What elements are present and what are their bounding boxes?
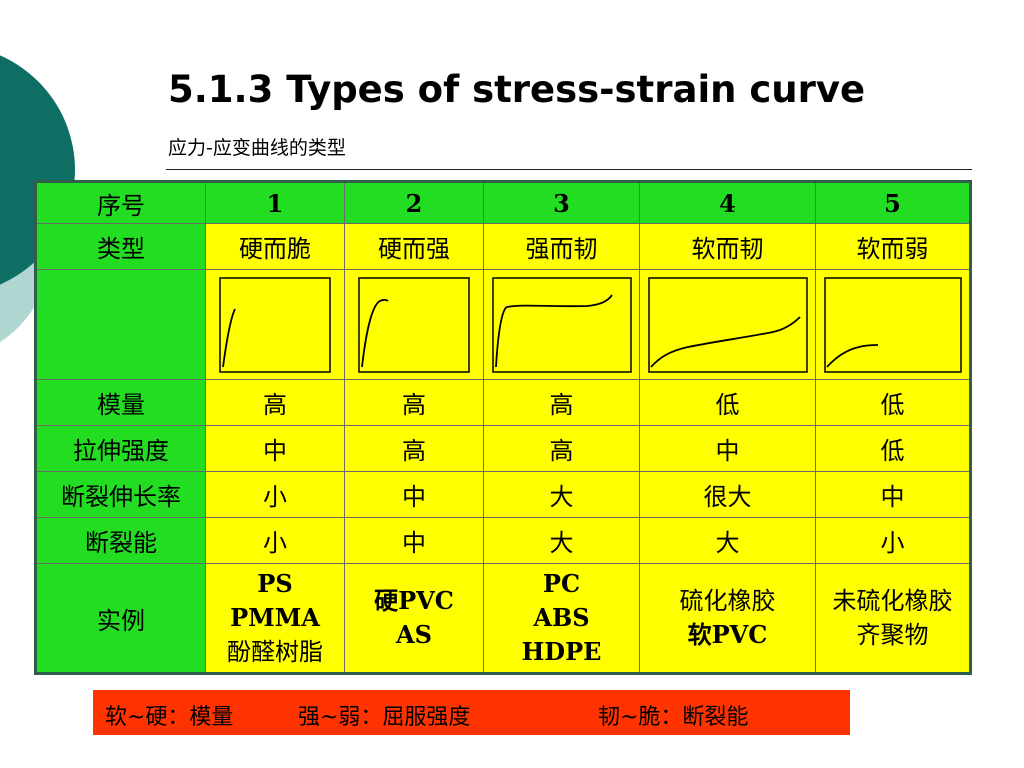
example-line: PS — [257, 569, 293, 598]
curve-label — [35, 269, 206, 380]
curve-plot-hard-brittle — [219, 276, 331, 373]
type-cell: 强而韧 — [483, 223, 640, 270]
stress-strain-table: 序号 1 2 3 4 5 类型 硬而脆 硬而强 强而韧 软而韧 软而弱 — [34, 180, 972, 675]
elongation-cell: 中 — [815, 471, 971, 518]
example-line: PC — [542, 569, 581, 598]
example-line: HDPE — [521, 637, 602, 666]
modulus-cell: 高 — [205, 379, 345, 426]
modulus-label: 模量 — [35, 379, 206, 426]
elongation-cell: 很大 — [639, 471, 816, 518]
page-title: 5.1.3 Types of stress-strain curve — [168, 68, 866, 111]
example-row: 实例 PS PMMA 酚醛树脂 硬PVC AS PC ABS HDPE 硫化橡胶… — [35, 563, 971, 674]
modulus-cell: 低 — [815, 379, 971, 426]
curve-cell-strong-tough — [483, 269, 640, 380]
elongation-cell: 中 — [344, 471, 484, 518]
example-line: 硬PVC — [374, 586, 454, 615]
tensile-label: 拉伸强度 — [35, 425, 206, 472]
tensile-cell: 中 — [639, 425, 816, 472]
example-cell: 未硫化橡胶 齐聚物 — [815, 563, 971, 674]
tensile-cell: 低 — [815, 425, 971, 472]
curve-cell-soft-tough — [639, 269, 816, 380]
curve-plot-soft-weak — [823, 276, 962, 373]
header-cell: 1 — [205, 181, 345, 224]
tensile-row: 拉伸强度 中 高 高 中 低 — [35, 425, 971, 472]
example-cell: PS PMMA 酚醛树脂 — [205, 563, 345, 674]
example-line: AS — [396, 620, 432, 649]
curve-cell-hard-brittle — [205, 269, 345, 380]
modulus-cell: 低 — [639, 379, 816, 426]
example-line: 齐聚物 — [856, 621, 929, 649]
elongation-label: 断裂伸长率 — [35, 471, 206, 518]
type-cell: 硬而脆 — [205, 223, 345, 270]
example-cell: 硬PVC AS — [344, 563, 484, 674]
modulus-cell: 高 — [483, 379, 640, 426]
energy-cell: 中 — [344, 517, 484, 564]
energy-cell: 大 — [483, 517, 640, 564]
type-cell: 软而弱 — [815, 223, 971, 270]
tensile-cell: 高 — [483, 425, 640, 472]
curve-plot-hard-strong — [358, 276, 470, 373]
type-cell: 软而韧 — [639, 223, 816, 270]
energy-label: 断裂能 — [35, 517, 206, 564]
header-cell: 5 — [815, 181, 971, 224]
title-divider — [166, 169, 972, 170]
energy-cell: 大 — [639, 517, 816, 564]
curve-cell-soft-weak — [815, 269, 971, 380]
modulus-cell: 高 — [344, 379, 484, 426]
elongation-cell: 大 — [483, 471, 640, 518]
header-row: 序号 1 2 3 4 5 — [35, 181, 971, 224]
example-line: PMMA — [230, 603, 320, 632]
example-line: 硫化橡胶 — [679, 587, 776, 615]
header-cell: 3 — [483, 181, 640, 224]
page-subtitle: 应力-应变曲线的类型 — [168, 137, 346, 159]
header-label: 序号 — [35, 181, 206, 224]
example-cell: PC ABS HDPE — [483, 563, 640, 674]
tensile-cell: 中 — [205, 425, 345, 472]
curve-plot-soft-tough — [647, 276, 808, 373]
type-cell: 硬而强 — [344, 223, 484, 270]
example-line: 酚醛树脂 — [227, 638, 323, 666]
note-yield-strength: 强~弱：屈服强度 — [298, 705, 471, 730]
note-modulus: 软~硬：模量 — [105, 705, 234, 730]
type-row: 类型 硬而脆 硬而强 强而韧 软而韧 软而弱 — [35, 223, 971, 270]
header-cell: 2 — [344, 181, 484, 224]
header-cell: 4 — [639, 181, 816, 224]
example-line: 未硫化橡胶 — [832, 587, 953, 615]
note-fracture-energy: 韧~脆：断裂能 — [598, 705, 749, 730]
curve-row — [35, 269, 971, 380]
energy-row: 断裂能 小 中 大 大 小 — [35, 517, 971, 564]
energy-cell: 小 — [815, 517, 971, 564]
elongation-row: 断裂伸长率 小 中 大 很大 中 — [35, 471, 971, 518]
summary-note: 软~硬：模量 强~弱：屈服强度 韧~脆：断裂能 — [93, 690, 850, 735]
modulus-row: 模量 高 高 高 低 低 — [35, 379, 971, 426]
example-line: ABS — [533, 603, 590, 632]
tensile-cell: 高 — [344, 425, 484, 472]
curve-cell-hard-strong — [344, 269, 484, 380]
example-cell: 硫化橡胶 软PVC — [639, 563, 816, 674]
energy-cell: 小 — [205, 517, 345, 564]
example-line: 软PVC — [687, 620, 768, 649]
type-label: 类型 — [35, 223, 206, 270]
elongation-cell: 小 — [205, 471, 345, 518]
example-label: 实例 — [35, 563, 206, 674]
curve-plot-strong-tough — [491, 276, 632, 373]
